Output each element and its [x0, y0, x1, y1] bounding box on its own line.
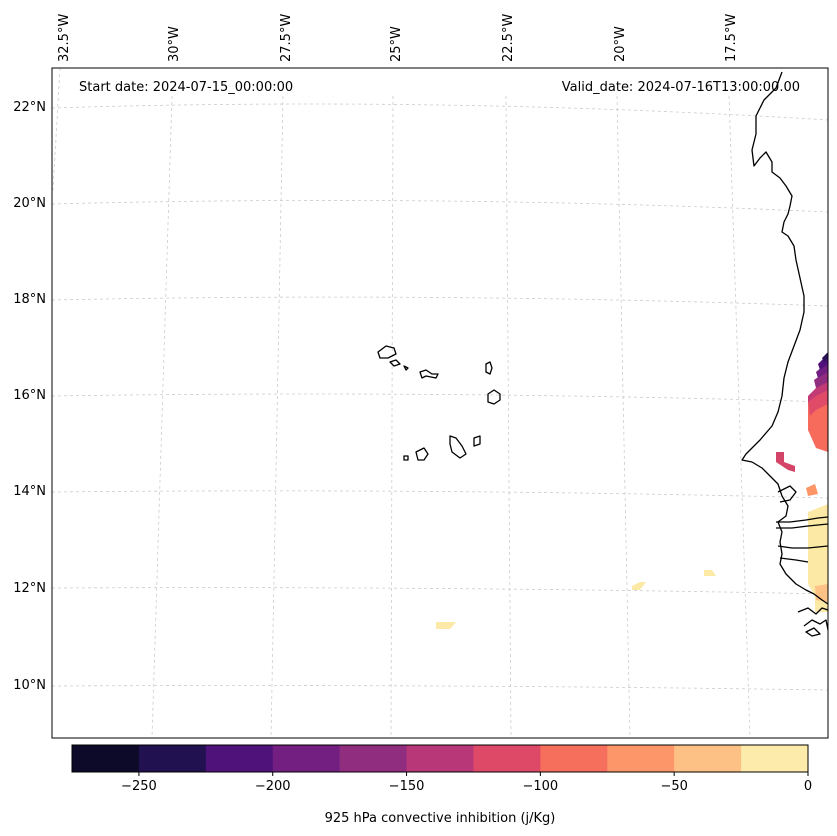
colorbar-segment: [741, 745, 809, 772]
lat-label: 16°N: [13, 388, 46, 403]
lat-label: 10°N: [13, 678, 46, 693]
colorbar-tick-label: −50: [660, 779, 687, 794]
colorbar-segment: [205, 745, 274, 772]
colorbar-tick-label: −150: [389, 779, 425, 794]
guinea-bissau-coast: [797, 607, 829, 637]
santo-antao: [377, 345, 397, 359]
sao-vicente: [389, 359, 401, 367]
start-date-label: Start date: 2024-07-15_00:00:00: [79, 80, 293, 95]
colorbar-title: 925 hPa convective inhibition (j/Kg): [325, 811, 556, 826]
colorbar-segment: [272, 745, 341, 772]
lon-label: 17.5°W: [724, 14, 739, 62]
longitude-labels: 32.5°W 30°W 27.5°W 25°W 22.5°W 20°W 17.5…: [57, 14, 739, 62]
colorbar-segment: [674, 745, 742, 772]
maio: [473, 435, 481, 447]
lat-label: 18°N: [13, 292, 46, 307]
fogo: [415, 447, 429, 461]
colorbar-tick-label: 0: [804, 779, 812, 794]
colorbar-segment: [607, 745, 675, 772]
colorbar-segment: [406, 745, 474, 772]
graticule: [51, 67, 829, 739]
cin-patch-coast-rose: [808, 388, 828, 416]
lon-label: 27.5°W: [279, 14, 294, 62]
cin-patch-coast-magenta: [808, 380, 828, 402]
colorbar-tick-label: −200: [255, 779, 291, 794]
colorbar-segment: [540, 745, 608, 772]
dakar-peninsula: [777, 485, 797, 503]
lat-label: 20°N: [13, 196, 46, 211]
colorbar-segment: [473, 745, 541, 772]
valid-date-label: Valid_date: 2024-07-16T13:00:00.00: [562, 80, 800, 95]
cin-patch-coast-purple: [814, 370, 828, 388]
colorbar-segment: [339, 745, 408, 772]
cin-patch-ocean-b: [704, 570, 716, 576]
cin-patch-ocean-a: [632, 582, 646, 590]
casamance-coast: [777, 545, 829, 563]
lat-label: 14°N: [13, 484, 46, 499]
map-frame: [51, 67, 829, 739]
colorbar-tick-label: −100: [523, 779, 559, 794]
colorbar-tick-label: −250: [121, 779, 157, 794]
sal: [485, 361, 493, 375]
latitude-labels: 22°N 20°N 18°N 16°N 14°N 12°N 10°N: [13, 100, 46, 693]
santa-luzia: [403, 365, 409, 371]
cin-patch-coast-orange: [806, 484, 818, 496]
africa-coastline: [741, 71, 829, 605]
lat-label: 12°N: [13, 581, 46, 596]
cin-patch-ocean-c: [436, 622, 456, 629]
colorbar-frame: [71, 744, 809, 773]
boa-vista: [487, 389, 501, 405]
lon-label: 22.5°W: [501, 14, 516, 62]
sao-nicolau: [419, 369, 439, 379]
lat-label: 22°N: [13, 100, 46, 115]
cin-field: [436, 352, 828, 629]
colorbar-segment: [138, 745, 207, 772]
colorbar-segment: [72, 745, 140, 772]
gambia-river: [776, 516, 829, 529]
cape-verde-islands: [377, 345, 501, 461]
cin-patch-coast-navy: [822, 352, 828, 362]
santiago: [449, 435, 467, 459]
colorbar: −250 −200 −150 −100 −50 0: [71, 744, 812, 794]
brava: [403, 455, 409, 461]
lon-label: 25°W: [389, 26, 404, 62]
lon-label: 30°W: [167, 26, 182, 62]
lon-label: 32.5°W: [57, 14, 72, 62]
cin-patch-senegal-pink: [776, 452, 795, 472]
lon-label: 20°W: [613, 26, 628, 62]
